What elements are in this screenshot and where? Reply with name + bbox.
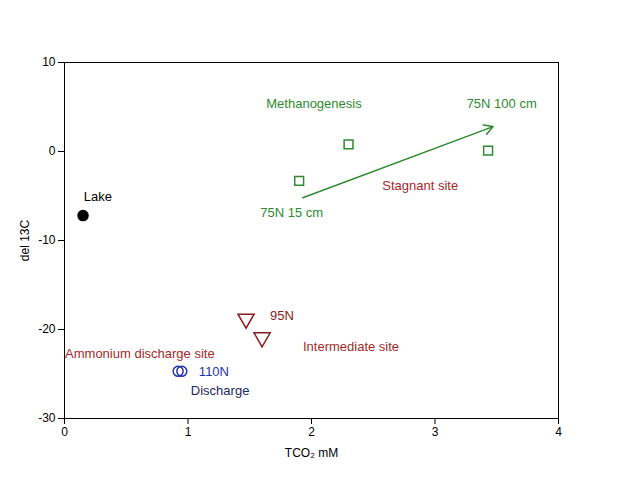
svg-text:2: 2	[308, 425, 315, 439]
svg-text:Discharge: Discharge	[191, 383, 250, 398]
svg-text:0: 0	[61, 425, 68, 439]
svg-text:-10: -10	[38, 233, 56, 247]
svg-text:110N: 110N	[199, 364, 229, 379]
svg-text:95N: 95N	[270, 308, 294, 323]
svg-text:Lake: Lake	[84, 189, 112, 204]
svg-text:1: 1	[185, 425, 192, 439]
svg-text:3: 3	[432, 425, 439, 439]
svg-text:75N 100 cm: 75N 100 cm	[467, 96, 537, 111]
svg-text:Stagnant site: Stagnant site	[382, 178, 458, 193]
svg-text:Ammonium discharge site: Ammonium discharge site	[65, 346, 215, 361]
svg-text:75N 15 cm: 75N 15 cm	[260, 205, 323, 220]
svg-text:-30: -30	[38, 411, 56, 425]
svg-text:4: 4	[555, 425, 562, 439]
svg-text:Intermediate site: Intermediate site	[303, 339, 399, 354]
svg-text:10: 10	[42, 55, 56, 69]
svg-text:TCO₂ mM: TCO₂ mM	[285, 446, 338, 460]
svg-text:-20: -20	[38, 322, 56, 336]
svg-text:0: 0	[49, 144, 56, 158]
svg-text:del 13C: del 13C	[18, 219, 32, 261]
svg-text:Methanogenesis: Methanogenesis	[266, 96, 362, 111]
